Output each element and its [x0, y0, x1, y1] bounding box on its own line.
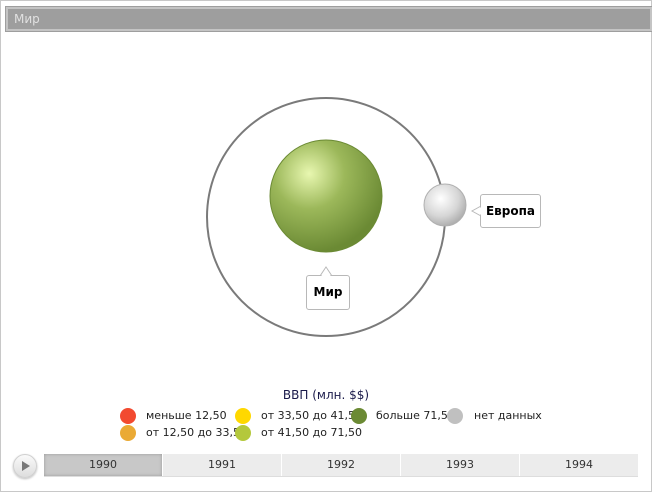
- legend-title: ВВП (млн. $$): [282, 388, 370, 402]
- play-button[interactable]: [13, 454, 37, 478]
- timeline-year-1994[interactable]: 1994: [565, 458, 593, 471]
- label-europe: Европа: [480, 194, 541, 228]
- legend-swatch: [235, 408, 251, 424]
- legend-swatch: [351, 408, 367, 424]
- bubble-mir[interactable]: [269, 139, 383, 253]
- legend-label: меньше 12,50: [146, 409, 227, 422]
- timeline-year-1993[interactable]: 1993: [401, 454, 520, 476]
- legend-label: от 41,50 до 71,50: [261, 426, 362, 439]
- timeline: 1990 1991 1992 1993 1994: [44, 454, 638, 477]
- legend-swatch: [120, 425, 136, 441]
- timeline-year-1991[interactable]: 1991: [163, 454, 282, 476]
- legend-label: от 33,50 до 41,50: [261, 409, 362, 422]
- timeline-year-1990[interactable]: 1990: [44, 454, 163, 476]
- label-mir: Мир: [306, 275, 350, 310]
- legend-swatch: [447, 408, 463, 424]
- legend-label: нет данных: [474, 409, 542, 422]
- legend-swatch: [235, 425, 251, 441]
- title-bar: Мир: [6, 7, 652, 31]
- legend-swatch: [120, 408, 136, 424]
- legend-label: от 12,50 до 33,50: [146, 426, 247, 439]
- timeline-year-1992[interactable]: 1992: [282, 454, 401, 476]
- bubble-europe[interactable]: [423, 183, 467, 227]
- legend-label: больше 71,50: [376, 409, 455, 422]
